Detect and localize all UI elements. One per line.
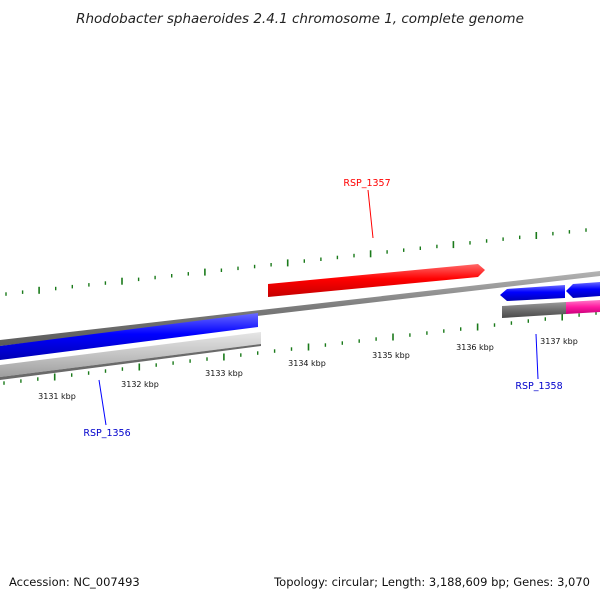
map-title: Rhodobacter sphaeroides 2.4.1 chromosome… (76, 11, 524, 27)
feature-bar-dark (502, 302, 566, 318)
label-line-rsp-1357 (367, 189, 374, 239)
feature-bar-pink (566, 300, 600, 314)
label-line-rsp-1356 (98, 379, 107, 426)
scale-label: 3131 kbp (38, 392, 76, 401)
gene-label-rsp-1357[interactable]: RSP_1357 (343, 178, 390, 189)
scale-label: 3132 kbp (121, 380, 159, 389)
gene-neighbor-arrow[interactable] (566, 282, 600, 298)
gene-label-rsp-1358[interactable]: RSP_1358 (515, 381, 562, 392)
scale-label: 3134 kbp (288, 359, 326, 368)
gene-rsp-1356-bar[interactable] (0, 313, 258, 360)
genome-summary-text: Topology: circular; Length: 3,188,609 bp… (273, 575, 590, 589)
feature-bar-light-edge (0, 344, 261, 380)
gene-rsp-1358-arrow[interactable] (500, 285, 565, 301)
scale-label: 3133 kbp (205, 369, 243, 378)
gene-rsp-1357-arrow[interactable] (268, 264, 485, 297)
accession-text: Accession: NC_007493 (9, 575, 140, 589)
label-line-rsp-1358 (535, 333, 539, 380)
scale-label: 3135 kbp (372, 351, 410, 360)
scale-label: 3136 kbp (456, 343, 494, 352)
inner-tick-marks (3, 311, 597, 385)
gene-label-rsp-1356[interactable]: RSP_1356 (83, 428, 130, 439)
scale-label: 3137 kbp (540, 337, 578, 346)
outer-tick-marks (5, 228, 587, 296)
feature-bar-light (0, 332, 261, 377)
